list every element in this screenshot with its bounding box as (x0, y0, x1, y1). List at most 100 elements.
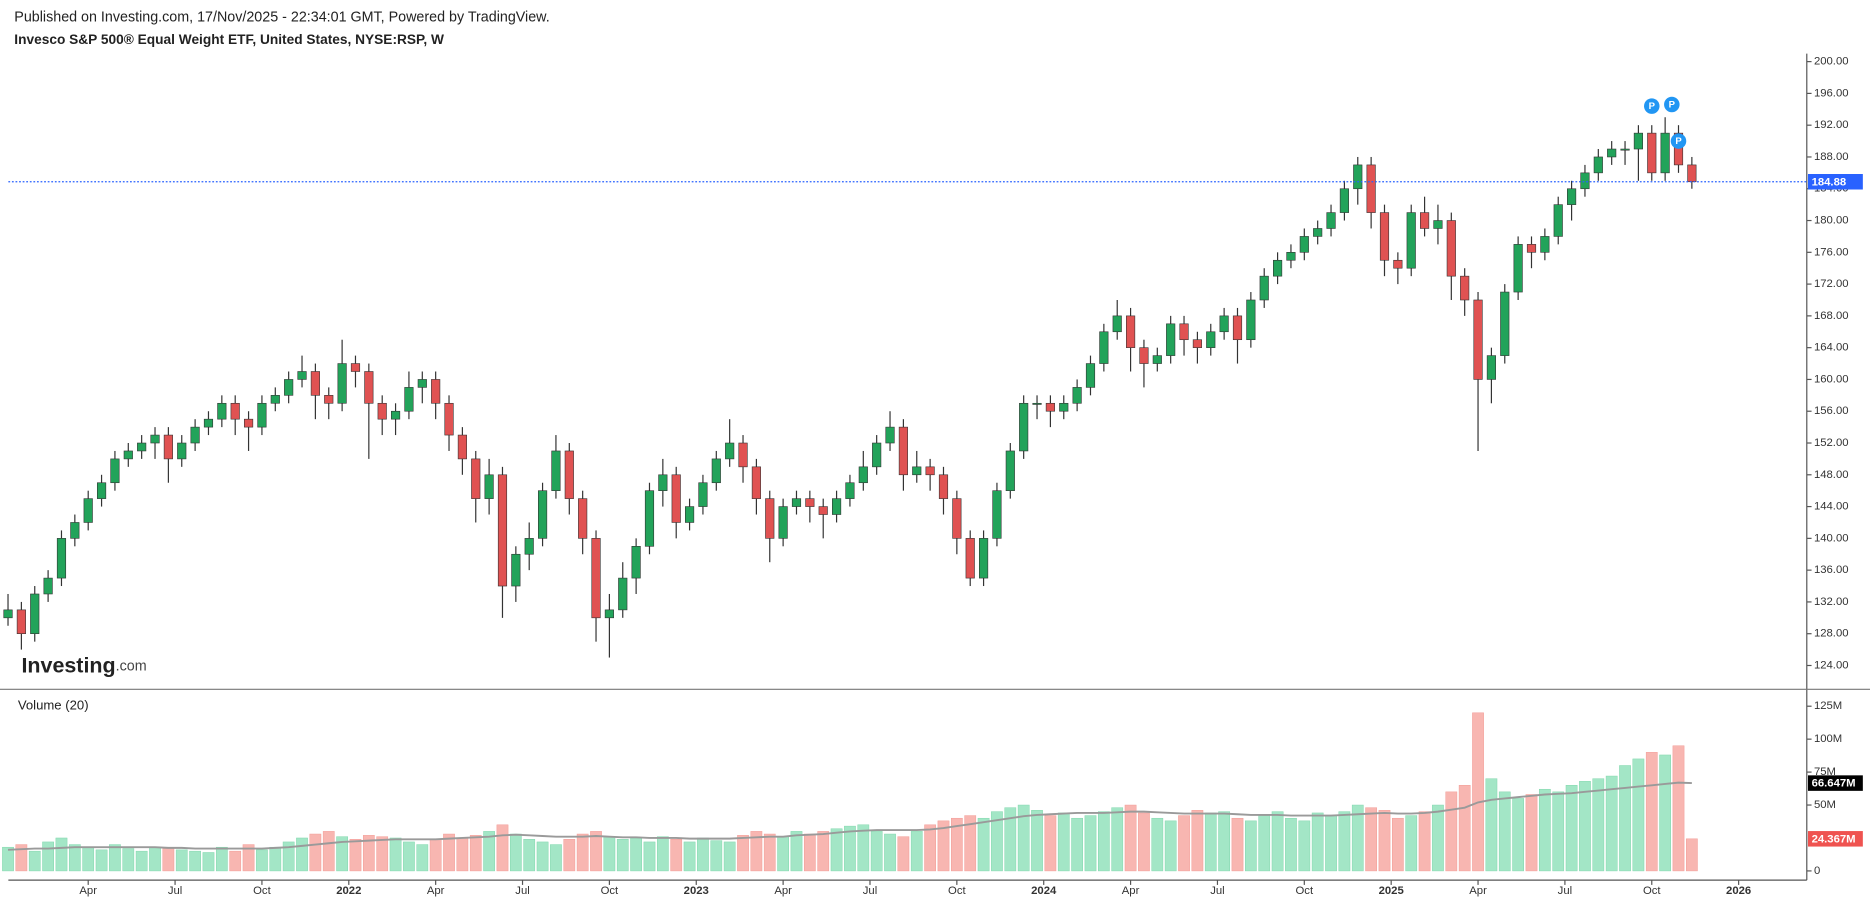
volume-bar (763, 833, 776, 872)
volume-bar (82, 846, 95, 872)
pattern-marker-label: P (1669, 100, 1676, 111)
y-tick-label: 128.00 (1814, 628, 1849, 640)
volume-bar (2, 846, 14, 872)
x-tick-label: Jul (1210, 885, 1224, 897)
y-tick-label: 136.00 (1814, 564, 1849, 576)
volume-bar (1178, 815, 1190, 872)
volume-bar (964, 815, 977, 872)
candle-body (1032, 402, 1042, 405)
candle-body (404, 387, 414, 412)
candle-body (203, 418, 214, 428)
volume-bar (683, 841, 696, 872)
candle-body (751, 466, 761, 499)
candle-body (738, 442, 748, 468)
x-tick-label: Jul (168, 885, 182, 897)
y-tick-label: 172.00 (1814, 278, 1849, 290)
volume-bar (1418, 811, 1431, 872)
candle-body (1072, 387, 1082, 404)
candle-body (1593, 156, 1603, 174)
volume-bar (1365, 807, 1377, 872)
candle-body (524, 538, 534, 555)
y-tick-label: 200.00 (1814, 56, 1849, 68)
volume-bar (1659, 754, 1671, 872)
candle-body (444, 402, 454, 436)
volume-bar (977, 817, 990, 872)
candle-body (1139, 347, 1149, 364)
candle-body (1406, 212, 1416, 269)
volume-bar (135, 850, 148, 872)
candle-body (725, 442, 735, 460)
x-tick-label: Oct (1643, 885, 1661, 897)
candle-body (1460, 275, 1470, 301)
last-price-label-box (1807, 174, 1863, 190)
candle-body (1099, 331, 1109, 364)
y-tick-label: 152.00 (1814, 437, 1849, 449)
candle-body (70, 522, 80, 539)
candle-body (1286, 252, 1296, 261)
candle-body (631, 546, 641, 579)
candle-body (711, 458, 721, 484)
candle-body (671, 474, 681, 523)
volume-bar (563, 839, 576, 872)
volume-bar (282, 841, 295, 872)
volume-bar (1645, 752, 1658, 872)
candle-body (912, 466, 922, 476)
volume-bar (175, 849, 188, 872)
candle-body (217, 402, 227, 420)
candle-body (1339, 188, 1349, 213)
volume-bar (403, 841, 415, 872)
volume-bar (1405, 815, 1418, 872)
candle-body (484, 474, 494, 499)
x-tick-label: 2022 (336, 885, 361, 897)
volume-bar (55, 837, 68, 872)
candle-body (163, 434, 173, 460)
volume-bar (202, 852, 215, 872)
candle-body (1085, 363, 1096, 388)
candle-body (564, 450, 574, 499)
candle-body (1366, 164, 1376, 213)
volume-bar (1311, 812, 1324, 872)
volume-bar (1084, 815, 1097, 872)
candle-body (1433, 220, 1443, 229)
volume-ma-line (7, 781, 1692, 851)
volume-bar (322, 831, 335, 872)
candle-body (3, 609, 13, 619)
volume-bar (1672, 745, 1685, 872)
candle-body (1126, 315, 1136, 348)
volume-bar (1351, 804, 1364, 872)
volume-bar (1378, 810, 1391, 872)
candle-body (938, 474, 949, 499)
y-tick-label: 0 (1814, 865, 1820, 877)
candle-body (1526, 244, 1537, 253)
x-tick-label: Apr (427, 885, 445, 897)
volume-bar (1472, 712, 1484, 872)
volume-bar (1512, 798, 1524, 872)
volume-bar (1218, 811, 1230, 872)
volume-bar (844, 825, 856, 872)
y-tick-label: 160.00 (1814, 373, 1849, 385)
x-tick-label: Oct (948, 885, 966, 897)
volume-bar (697, 837, 709, 872)
y-tick-label: 164.00 (1814, 342, 1849, 354)
candle-body (56, 538, 67, 579)
volume-bar (790, 831, 803, 872)
candle-body (16, 609, 26, 635)
volume-bar (1498, 791, 1511, 872)
candle-body (791, 498, 802, 507)
volume-bar (643, 841, 656, 872)
volume-bar (1632, 758, 1645, 872)
logo: Investing.com (21, 653, 146, 677)
y-tick-label: 100M (1814, 733, 1842, 745)
candle-body (1393, 259, 1403, 269)
candle-body (1633, 132, 1643, 150)
last-price-label: 184.88 (1812, 176, 1847, 188)
volume-bar (1579, 781, 1591, 872)
candle-body (537, 490, 548, 539)
volume-bar (1138, 812, 1150, 872)
volume-bar (1325, 815, 1337, 872)
x-tick-label: Oct (1296, 885, 1314, 897)
volume-bar (910, 831, 923, 872)
volume-bar (456, 837, 469, 872)
volume-bar (309, 833, 322, 872)
